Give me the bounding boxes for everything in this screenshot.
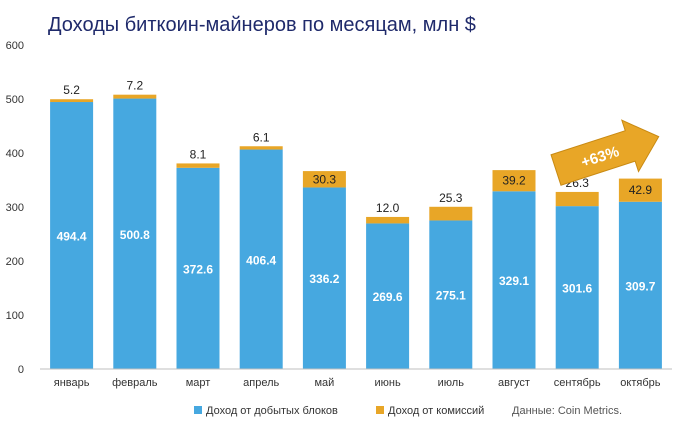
legend-swatch-blocks: [194, 406, 202, 414]
y-tick-label: 300: [6, 202, 24, 214]
data-label-fee-revenue: 30.3: [313, 172, 337, 186]
bar-fee-revenue: [555, 191, 599, 207]
x-tick-label: октябрь: [620, 377, 660, 389]
data-label-fee-revenue: 42.9: [629, 183, 653, 197]
data-label-block-revenue: 500.8: [120, 228, 150, 242]
y-tick-label: 600: [6, 40, 24, 52]
bar-block-revenue: [239, 149, 283, 369]
data-label-block-revenue: 406.4: [246, 253, 276, 267]
bar-fee-revenue: [113, 94, 157, 99]
data-label-fee-revenue: 12.0: [376, 201, 400, 215]
x-tick-label: февраль: [112, 377, 158, 389]
y-tick-label: 200: [6, 256, 24, 268]
x-tick-label: июль: [438, 377, 465, 389]
x-tick-label: май: [314, 377, 334, 389]
y-tick-label: 0: [18, 364, 24, 376]
bar-block-revenue: [618, 201, 662, 369]
y-tick-label: 100: [6, 310, 24, 322]
bar-fee-revenue: [239, 146, 283, 150]
bar-block-revenue: [113, 98, 157, 370]
y-tick-label: 400: [6, 148, 24, 160]
bar-block-revenue: [492, 191, 536, 369]
data-label-block-revenue: 329.1: [499, 274, 529, 288]
bar-block-revenue: [50, 102, 94, 370]
data-label-block-revenue: 336.2: [309, 272, 339, 286]
x-tick-label: март: [186, 377, 211, 389]
data-label-fee-revenue: 7.2: [126, 79, 143, 93]
bars: 494.4 5.2 500.8 7.2 372.6 8.1 406.4 6.1 336.2 30.…: [50, 79, 662, 370]
data-label-block-revenue: 309.7: [625, 279, 655, 293]
data-label-fee-revenue: 5.2: [63, 83, 80, 97]
data-label-fee-revenue: 8.1: [190, 147, 207, 161]
legend-label-blocks: Доход от добытых блоков: [206, 405, 338, 417]
bar-fee-revenue: [618, 178, 662, 202]
bar-fee-revenue: [50, 99, 94, 103]
data-label-block-revenue: 301.6: [562, 282, 592, 296]
growth-arrow: [550, 119, 660, 186]
bar-fee-revenue: [429, 206, 473, 221]
bar-fee-revenue: [302, 171, 346, 188]
x-tick-label: апрель: [243, 377, 279, 389]
bar-block-revenue: [302, 187, 346, 369]
bar-block-revenue: [366, 223, 410, 369]
bar-fee-revenue: [492, 170, 536, 192]
growth-annotation: +63%: [550, 119, 660, 186]
x-tick-label: сентябрь: [554, 377, 601, 389]
bar-block-revenue: [429, 220, 473, 369]
data-label-block-revenue: 275.1: [436, 289, 466, 303]
y-tick-label: 500: [6, 94, 24, 106]
legend-swatch-fees: [376, 406, 384, 414]
chart-title: Доходы биткоин-майнеров по месяцам, млн …: [48, 14, 476, 36]
data-label-fee-revenue: 25.3: [439, 191, 463, 205]
x-tick-label: январь: [54, 377, 90, 389]
legend-label-fees: Доход от комиссий: [388, 405, 484, 417]
bar-block-revenue: [555, 206, 599, 369]
data-label-block-revenue: 269.6: [373, 290, 403, 304]
bar-block-revenue: [176, 167, 220, 369]
x-tick-label: август: [498, 377, 530, 389]
bar-fee-revenue: [176, 163, 220, 168]
x-axis: январь февраль март апрель май июнь июль август…: [40, 368, 672, 389]
data-label-block-revenue: 372.6: [183, 262, 213, 276]
data-label-fee-revenue: 6.1: [253, 130, 270, 144]
data-label-block-revenue: 494.4: [57, 230, 87, 244]
x-tick-label: июнь: [374, 377, 400, 389]
data-label-fee-revenue: 39.2: [502, 174, 526, 188]
bar-fee-revenue: [366, 216, 410, 224]
source-note: Данные: Coin Metrics.: [512, 405, 622, 417]
legend: Доход от добытых блоков Доход от комисси…: [194, 405, 622, 417]
y-axis: 0 100 200 300 400 500 600: [6, 40, 24, 376]
